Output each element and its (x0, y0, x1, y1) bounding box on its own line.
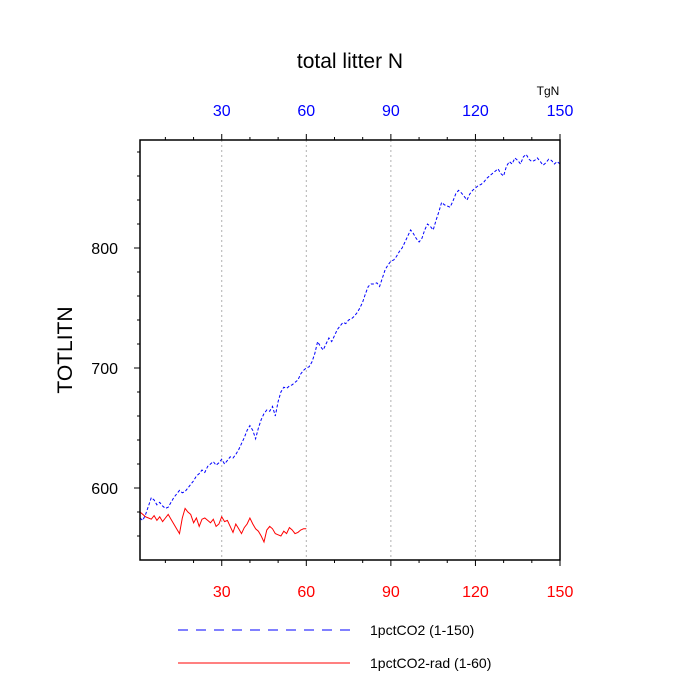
y-tick-label: 800 (91, 241, 118, 258)
x-tick-label-bottom: 30 (213, 584, 231, 601)
x-tick-label-top: 60 (297, 103, 315, 120)
legend-label-2: 1pctCO2-rad (1-60) (370, 655, 491, 671)
series-layer (139, 153, 561, 544)
y-axis-label: TOTLITN (54, 306, 77, 393)
axes: 30 30 60 60 90 90 120 120 150 150 600 700 800 (91, 103, 573, 601)
x-tick-label-top: 150 (547, 103, 574, 120)
y-tick-label: 600 (91, 481, 118, 498)
x-tick-label-top: 30 (213, 103, 231, 120)
x-tick-label-bottom: 150 (547, 584, 574, 601)
series-line-1 (139, 153, 561, 522)
x-tick-label-top: 90 (382, 103, 400, 120)
grid (221, 140, 476, 560)
units-label: TgN (537, 84, 560, 98)
x-tick-label-bottom: 90 (382, 584, 400, 601)
legend-label-1: 1pctCO2 (1-150) (370, 622, 474, 638)
y-tick-label: 700 (91, 361, 118, 378)
x-tick-label-bottom: 60 (297, 584, 315, 601)
legend: 1pctCO2 (1-150) 1pctCO2-rad (1-60) (178, 622, 491, 671)
x-tick-label-bottom: 120 (462, 584, 489, 601)
x-tick-label-top: 120 (462, 103, 489, 120)
series-line-2 (139, 507, 307, 544)
plot-frame (139, 139, 561, 561)
chart-title: total litter N (297, 50, 403, 73)
